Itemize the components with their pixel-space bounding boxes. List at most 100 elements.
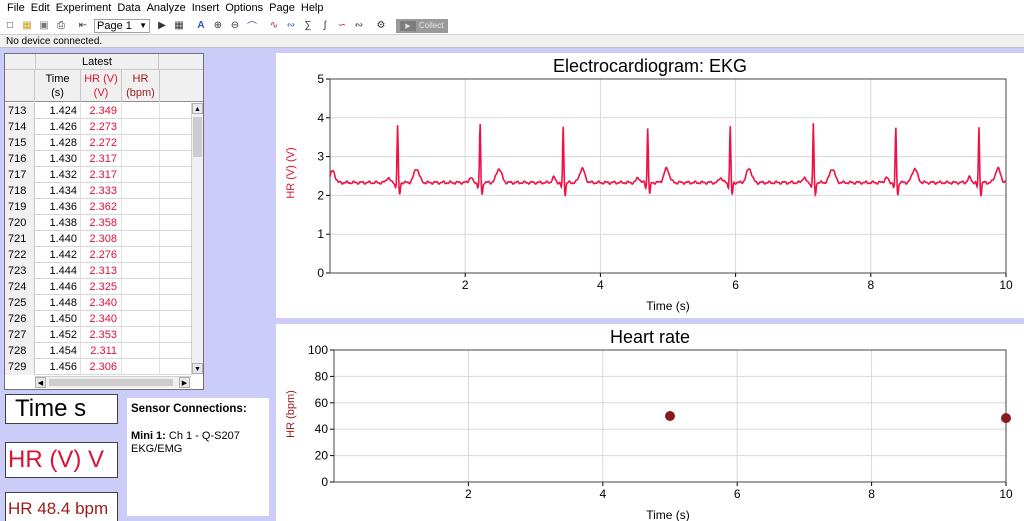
fft-icon[interactable]: ∾: [354, 20, 364, 31]
hr-bpm-cell[interactable]: [122, 119, 160, 135]
table-row[interactable]: 728 1.454 2.311: [5, 343, 191, 359]
time-cell[interactable]: 1.454: [35, 343, 81, 359]
collect-button[interactable]: ▶ Collect: [396, 18, 448, 33]
menu-analyze[interactable]: Analyze: [146, 2, 186, 14]
hr-bpm-cell[interactable]: [122, 215, 160, 231]
hr-bpm-cell[interactable]: [122, 359, 160, 375]
integral-icon[interactable]: ∫: [323, 20, 327, 31]
time-cell[interactable]: 1.440: [35, 231, 81, 247]
table-row[interactable]: 729 1.456 2.306: [5, 359, 191, 375]
hr-v-cell[interactable]: 2.340: [81, 295, 122, 311]
ekg-graph[interactable]: 2 4 6 8 10 0 1 2 3 4 5 Electrocardiogram: EKG Time…: [276, 53, 1024, 318]
hr-bpm-cell[interactable]: [122, 327, 160, 343]
heart-rate-meter[interactable]: HR 48.4 bpm: [5, 492, 118, 521]
time-meter[interactable]: Time s: [5, 394, 118, 424]
hr-v-cell[interactable]: 2.272: [81, 135, 122, 151]
open-folder-icon[interactable]: ▦: [22, 20, 32, 31]
hr-v-cell[interactable]: 2.340: [81, 311, 122, 327]
time-cell[interactable]: 1.430: [35, 151, 81, 167]
row-number[interactable]: 728: [5, 343, 35, 359]
zoom-in-icon[interactable]: ⊕: [213, 20, 223, 31]
hr-voltage-meter[interactable]: HR (V) V: [5, 442, 118, 478]
time-cell[interactable]: 1.438: [35, 215, 81, 231]
page-back-icon[interactable]: ⇤: [78, 20, 88, 31]
autoscale-icon[interactable]: A: [197, 20, 205, 31]
table-row[interactable]: 717 1.432 2.317: [5, 167, 191, 183]
menu-options[interactable]: Options: [225, 2, 264, 14]
time-cell[interactable]: 1.436: [35, 199, 81, 215]
tangent-icon[interactable]: ∿: [269, 20, 279, 31]
table-row[interactable]: 725 1.448 2.340: [5, 295, 191, 311]
hr-bpm-cell[interactable]: [122, 279, 160, 295]
row-number[interactable]: 723: [5, 263, 35, 279]
row-number[interactable]: 715: [5, 135, 35, 151]
table-horizontal-scrollbar[interactable]: ◀ ▶: [35, 376, 191, 388]
data-collection-icon[interactable]: ⚙: [376, 20, 386, 31]
hr-bpm-cell[interactable]: [122, 151, 160, 167]
hr-v-cell[interactable]: 2.306: [81, 359, 122, 375]
horizontal-scroll-thumb[interactable]: [49, 379, 173, 386]
menu-data[interactable]: Data: [117, 2, 141, 14]
save-icon[interactable]: ▣: [39, 20, 49, 31]
time-cell[interactable]: 1.452: [35, 327, 81, 343]
table-row[interactable]: 720 1.438 2.358: [5, 215, 191, 231]
table-row[interactable]: 714 1.426 2.273: [5, 119, 191, 135]
row-number[interactable]: 717: [5, 167, 35, 183]
hr-v-cell[interactable]: 2.362: [81, 199, 122, 215]
table-row[interactable]: 724 1.446 2.325: [5, 279, 191, 295]
time-cell[interactable]: 1.424: [35, 103, 81, 119]
time-cell[interactable]: 1.442: [35, 247, 81, 263]
page-select[interactable]: Page 1 ▼: [94, 18, 150, 33]
hr-bpm-cell[interactable]: [122, 103, 160, 119]
hr-v-cell[interactable]: 2.273: [81, 119, 122, 135]
row-number[interactable]: 727: [5, 327, 35, 343]
page-forward-icon[interactable]: ▶: [158, 20, 166, 31]
heart-rate-graph[interactable]: 2 4 6 8 10 0 20 40 60 80 100 Heart rate Time (s) H…: [276, 324, 1024, 521]
table-row[interactable]: 722 1.442 2.276: [5, 247, 191, 263]
scroll-right-icon[interactable]: ▶: [179, 377, 190, 388]
hr-bpm-cell[interactable]: [122, 247, 160, 263]
menu-edit[interactable]: Edit: [30, 2, 50, 14]
table-row[interactable]: 721 1.440 2.308: [5, 231, 191, 247]
column-header-hr-v[interactable]: HR (V) (V): [81, 70, 122, 102]
row-number[interactable]: 725: [5, 295, 35, 311]
time-cell[interactable]: 1.434: [35, 183, 81, 199]
curve-fit-icon[interactable]: ∽: [337, 20, 347, 31]
table-row[interactable]: 716 1.430 2.317: [5, 151, 191, 167]
table-row[interactable]: 726 1.450 2.340: [5, 311, 191, 327]
row-number[interactable]: 718: [5, 183, 35, 199]
time-cell[interactable]: 1.428: [35, 135, 81, 151]
time-cell[interactable]: 1.450: [35, 311, 81, 327]
print-icon[interactable]: ⎙: [57, 20, 65, 31]
hr-v-cell[interactable]: 2.313: [81, 263, 122, 279]
hr-bpm-cell[interactable]: [122, 263, 160, 279]
time-cell[interactable]: 1.426: [35, 119, 81, 135]
hr-bpm-cell[interactable]: [122, 231, 160, 247]
time-cell[interactable]: 1.448: [35, 295, 81, 311]
column-header-time[interactable]: Time (s): [35, 70, 81, 102]
menu-page[interactable]: Page: [269, 2, 295, 14]
table-row[interactable]: 723 1.444 2.313: [5, 263, 191, 279]
menu-help[interactable]: Help: [300, 2, 324, 14]
hr-v-cell[interactable]: 2.333: [81, 183, 122, 199]
table-row[interactable]: 727 1.452 2.353: [5, 327, 191, 343]
new-file-icon[interactable]: □: [6, 20, 14, 31]
examine-icon[interactable]: ⌒: [247, 22, 257, 33]
column-header-hr-bpm[interactable]: HR (bpm): [122, 70, 160, 102]
scroll-up-icon[interactable]: ▲: [192, 103, 203, 114]
time-cell[interactable]: 1.432: [35, 167, 81, 183]
data-table[interactable]: Latest Time (s) HR (V) (V) HR (bpm) 713 1…: [4, 53, 204, 390]
hr-bpm-cell[interactable]: [122, 199, 160, 215]
table-row[interactable]: 719 1.436 2.362: [5, 199, 191, 215]
row-number[interactable]: 729: [5, 359, 35, 375]
hr-v-cell[interactable]: 2.325: [81, 279, 122, 295]
row-number[interactable]: 724: [5, 279, 35, 295]
scroll-down-icon[interactable]: ▼: [192, 363, 203, 374]
table-row[interactable]: 713 1.424 2.349: [5, 103, 191, 119]
hr-v-cell[interactable]: 2.358: [81, 215, 122, 231]
ekg-plot[interactable]: 2 4 6 8 10 0 1 2 3 4 5: [276, 53, 1024, 318]
row-number[interactable]: 722: [5, 247, 35, 263]
row-number[interactable]: 714: [5, 119, 35, 135]
table-row[interactable]: 715 1.428 2.272: [5, 135, 191, 151]
